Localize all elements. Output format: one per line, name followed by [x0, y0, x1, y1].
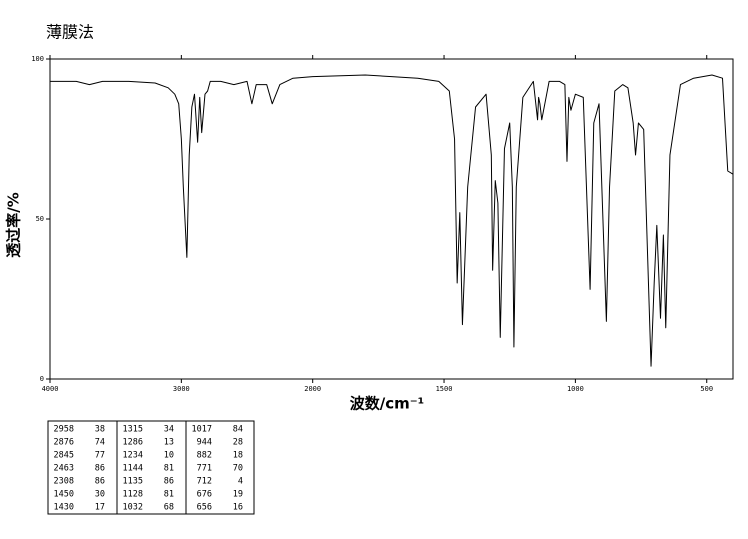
transmittance-cell: 34 — [164, 425, 174, 435]
wavenumber-cell: 1135 — [123, 477, 143, 487]
wavenumber-cell: 1234 — [123, 451, 143, 461]
table-frame — [47, 420, 255, 515]
transmittance-cell: 70 — [233, 464, 243, 474]
transmittance-cell: 74 — [95, 438, 105, 448]
wavenumber-cell: 2845 — [54, 451, 74, 461]
x-axis-label: 波数/cm⁻¹ — [350, 395, 425, 413]
wavenumber-cell: 2958 — [54, 425, 74, 435]
transmittance-cell: 84 — [233, 425, 243, 435]
transmittance-cell: 81 — [164, 490, 174, 500]
transmittance-cell: 4 — [238, 477, 243, 487]
wavenumber-cell: 1144 — [123, 464, 143, 474]
wavenumber-cell: 882 — [197, 451, 212, 461]
wavenumber-cell: 2876 — [54, 438, 74, 448]
wavenumber-cell: 656 — [197, 503, 212, 513]
transmittance-cell: 38 — [95, 425, 105, 435]
transmittance-cell: 10 — [164, 451, 174, 461]
x-tick-label: 1000 — [567, 385, 584, 393]
transmittance-cell: 17 — [95, 503, 105, 513]
y-tick-label: 50 — [36, 215, 44, 223]
spectrum-line — [50, 74, 734, 367]
chart-title: 薄膜法 — [46, 23, 94, 42]
transmittance-cell: 68 — [164, 503, 174, 513]
transmittance-cell: 77 — [95, 451, 105, 461]
transmittance-cell: 13 — [164, 438, 174, 448]
transmittance-cell: 28 — [233, 438, 243, 448]
wavenumber-cell: 676 — [197, 490, 212, 500]
x-tick-label: 2000 — [304, 385, 321, 393]
x-tick-label: 4000 — [42, 385, 59, 393]
wavenumber-cell: 1128 — [123, 490, 143, 500]
x-tick-label: 1500 — [436, 385, 453, 393]
wavenumber-cell: 1430 — [54, 503, 74, 513]
wavenumber-cell: 1032 — [123, 503, 143, 513]
transmittance-cell: 86 — [95, 477, 105, 487]
wavenumber-cell: 1286 — [123, 438, 143, 448]
wavenumber-cell: 2308 — [54, 477, 74, 487]
transmittance-cell: 86 — [95, 464, 105, 474]
wavenumber-cell: 944 — [197, 438, 212, 448]
wavenumber-cell: 712 — [197, 477, 212, 487]
wavenumber-cell: 1017 — [192, 425, 212, 435]
transmittance-cell: 30 — [95, 490, 105, 500]
transmittance-cell: 16 — [233, 503, 243, 513]
x-tick-label: 500 — [700, 385, 713, 393]
wavenumber-cell: 2463 — [54, 464, 74, 474]
y-axis-label: 透过率/% — [5, 192, 23, 258]
transmittance-cell: 18 — [233, 451, 243, 461]
transmittance-cell: 19 — [233, 490, 243, 500]
x-tick-label: 3000 — [173, 385, 190, 393]
wavenumber-cell: 771 — [197, 464, 212, 474]
transmittance-cell: 81 — [164, 464, 174, 474]
wavenumber-cell: 1450 — [54, 490, 74, 500]
y-tick-label: 0 — [40, 375, 44, 383]
transmittance-cell: 86 — [164, 477, 174, 487]
wavenumber-cell: 1315 — [123, 425, 143, 435]
y-tick-label: 100 — [31, 55, 44, 63]
